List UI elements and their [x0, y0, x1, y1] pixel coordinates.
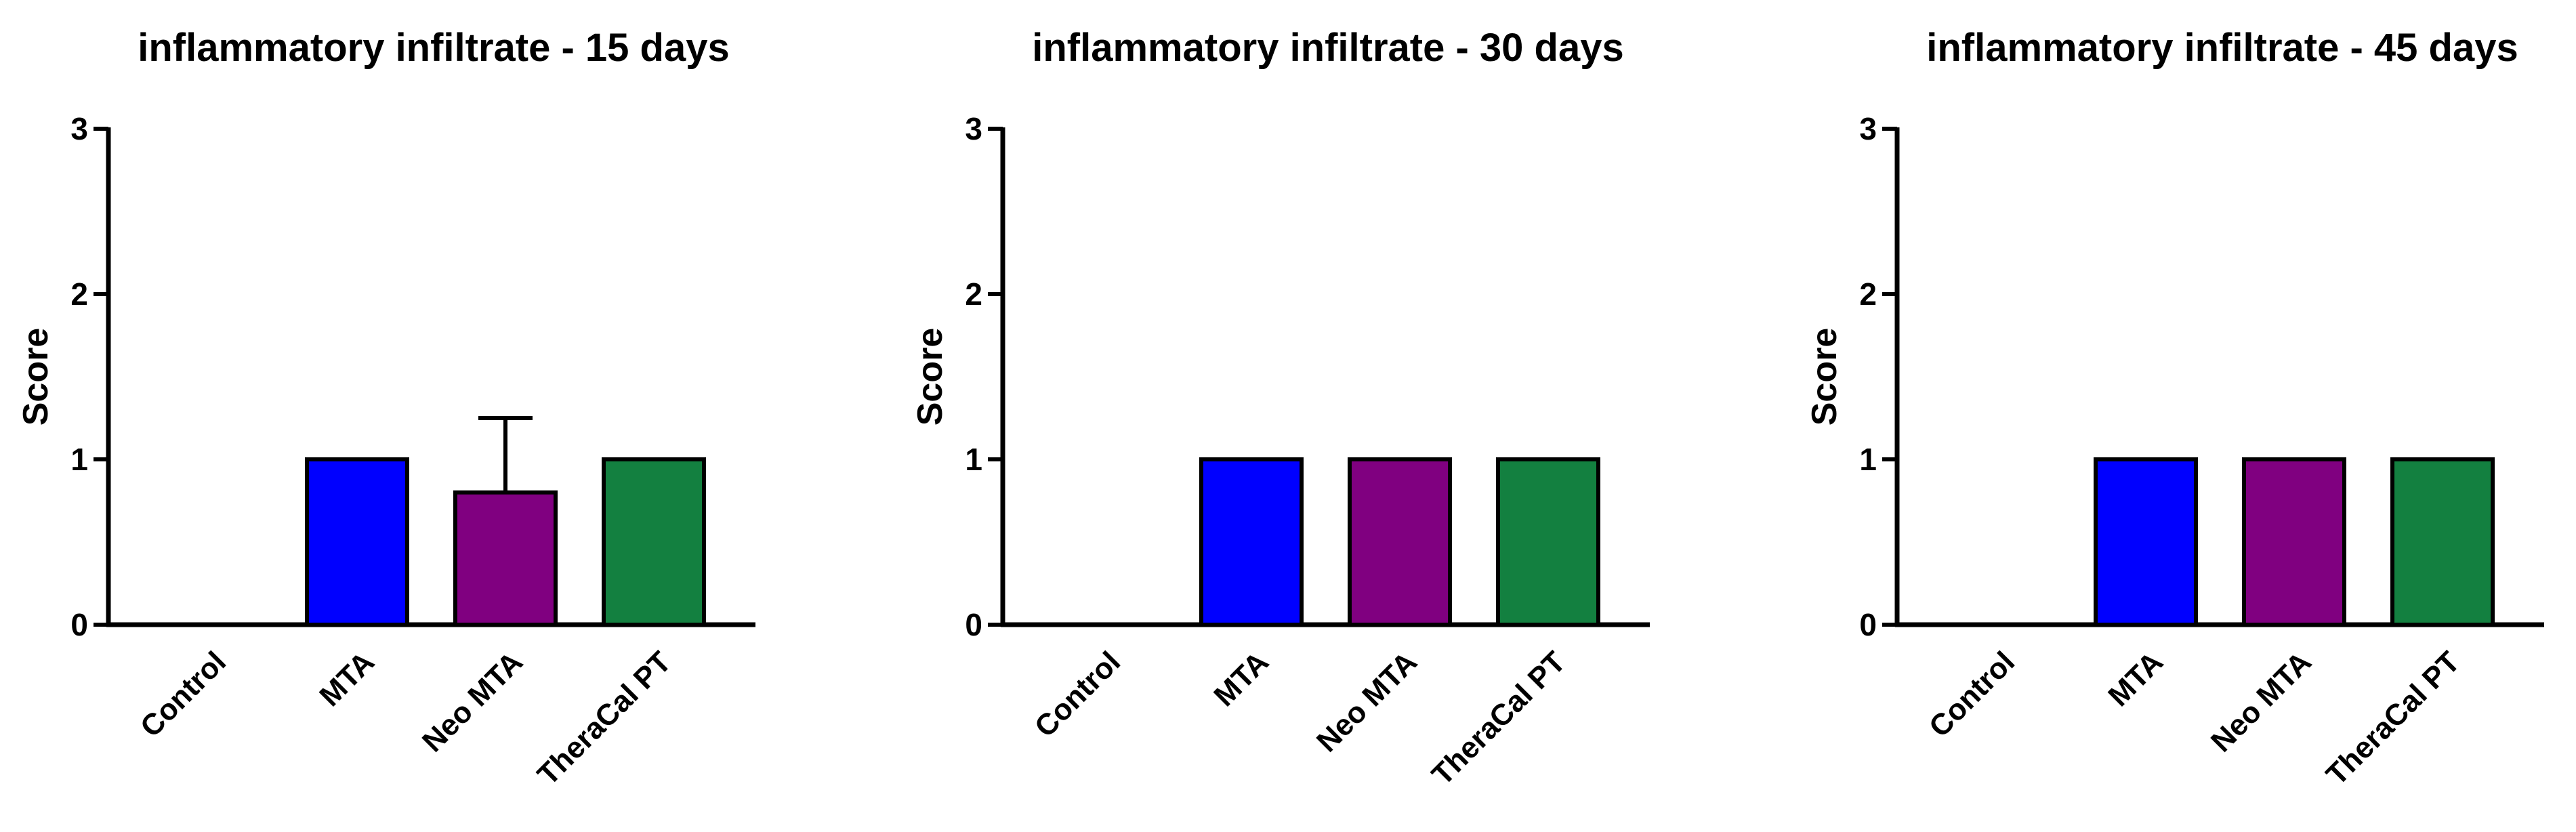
y-tick-label: 3: [1859, 111, 1877, 146]
chart-title: inflammatory infiltrate - 30 days: [1032, 26, 1623, 70]
chart-panel-2: inflammatory infiltrate - 30 days Score 0 1…: [911, 26, 1650, 792]
category-label: Control: [134, 645, 232, 743]
category-label: Control: [1923, 645, 2021, 743]
y-tick-label: 2: [70, 276, 88, 312]
chart-panel-1: inflammatory infiltrate - 15 days Score 0 1…: [16, 26, 755, 792]
y-tick-label: 1: [1859, 442, 1877, 477]
category-label: Neo MTA: [2205, 645, 2318, 758]
category-label: Control: [1029, 645, 1127, 743]
bar-neo-mta: [453, 490, 558, 627]
category-label: TheraCal PT: [2320, 645, 2466, 791]
category-label: MTA: [2102, 645, 2169, 713]
bar-theracal-pt: [2390, 457, 2495, 627]
category-label: MTA: [313, 645, 381, 713]
y-tick-label: 2: [1859, 276, 1877, 312]
y-axis-label: Score: [1805, 328, 1844, 426]
chart-title: inflammatory infiltrate - 15 days: [138, 26, 729, 70]
category-label: TheraCal PT: [531, 645, 678, 791]
bar-neo-mta: [1348, 457, 1452, 627]
y-tick-label: 2: [965, 276, 982, 312]
y-tick-label: 0: [1859, 607, 1877, 642]
bar-mta: [1199, 457, 1304, 627]
bar-mta: [2094, 457, 2198, 627]
y-axis-label: Score: [16, 328, 56, 426]
chart-title: inflammatory infiltrate - 45 days: [1926, 26, 2518, 70]
bar-theracal-pt: [1496, 457, 1600, 627]
y-tick-label: 1: [70, 442, 88, 477]
y-tick-label: 3: [965, 111, 982, 146]
bar-theracal-pt: [602, 457, 706, 627]
y-tick-label: 0: [70, 607, 88, 642]
category-label: Neo MTA: [416, 645, 529, 758]
bar-neo-mta: [2242, 457, 2346, 627]
category-label: Neo MTA: [1310, 645, 1424, 758]
y-tick-label: 0: [965, 607, 982, 642]
y-tick-label: 1: [965, 442, 982, 477]
y-tick-label: 3: [70, 111, 88, 146]
bar-mta: [305, 457, 409, 627]
category-label: TheraCal PT: [1426, 645, 1572, 791]
y-axis-label: Score: [911, 328, 950, 426]
chart-panel-3: inflammatory infiltrate - 45 days Score 0 1…: [1805, 26, 2544, 792]
category-label: MTA: [1207, 645, 1275, 713]
